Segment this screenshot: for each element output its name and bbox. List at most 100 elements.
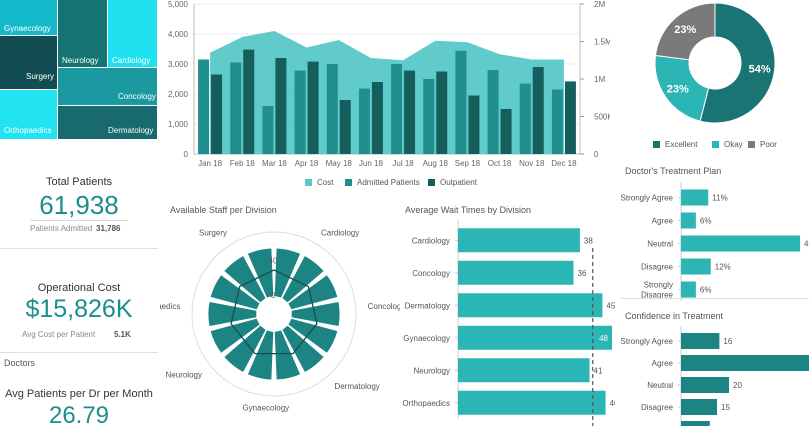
category-label-gynaecology: Gynaecology bbox=[403, 334, 450, 343]
wait-times-chart: Cardiology 38 Concology 36 Dermatology 45 Gyna… bbox=[402, 220, 615, 426]
y2-tick-label: 1M bbox=[594, 75, 605, 84]
polar-segment-surgery bbox=[224, 256, 266, 303]
polar-outer-ring bbox=[191, 231, 357, 397]
value-label-strongly-agree: 11% bbox=[712, 194, 727, 203]
category-label-disagree: Disagree bbox=[641, 403, 674, 412]
polar-segment-orthopaedics bbox=[208, 301, 257, 327]
legend-okay[interactable]: Okay bbox=[712, 140, 743, 149]
donut-label-okay: 23% bbox=[667, 83, 689, 95]
legend-label: Poor bbox=[760, 140, 777, 149]
legend-poor[interactable]: Poor bbox=[748, 140, 777, 149]
outpatient-bar-nov-18 bbox=[532, 67, 544, 154]
admitted-bar-dec-18 bbox=[551, 89, 563, 154]
legend-swatch bbox=[305, 179, 312, 186]
bar-disagree bbox=[681, 399, 717, 415]
polar-label-surgery: Surgery bbox=[199, 229, 227, 238]
x-tick-label: Oct 18 bbox=[488, 159, 512, 168]
kpi-divider bbox=[0, 248, 158, 249]
category-label-neutral: Neutral bbox=[647, 381, 673, 390]
value-label-strongly-disagree: 6% bbox=[700, 286, 712, 295]
outpatient-bar-jan-18 bbox=[211, 74, 223, 154]
treemap-label-surgery: Surgery bbox=[26, 72, 55, 81]
outpatient-bar-feb-18 bbox=[243, 49, 255, 154]
x-tick-label: Jun 18 bbox=[359, 159, 384, 168]
outpatient-bar-aug-18 bbox=[436, 71, 448, 154]
legend-cost[interactable]: Cost bbox=[305, 178, 333, 187]
staff-polar-chart: 40 0 Cardiology Concology Dermatology Gynaeco… bbox=[160, 229, 400, 413]
admitted-bar-jul-18 bbox=[391, 64, 403, 154]
treemap-cell-cardiology[interactable]: Cardiology bbox=[108, 0, 158, 68]
satisfaction-legend: Excellent Okay Poor bbox=[620, 140, 809, 152]
bar-cardiology bbox=[458, 228, 580, 253]
wait-chart-title: Average Wait Times by Division bbox=[405, 205, 532, 215]
y-tick-label: 0 bbox=[184, 150, 189, 159]
outpatient-bar-jun-18 bbox=[371, 82, 383, 154]
patients-admitted-label: Patients Admitted bbox=[30, 224, 93, 233]
legend-label: Cost bbox=[317, 178, 334, 187]
y2-tick-label: 2M bbox=[594, 0, 605, 9]
treemap-label-neurology: Neurology bbox=[62, 56, 99, 65]
avg-patients-title: Avg Patients per Dr per Month bbox=[5, 388, 153, 400]
category-label-neurology: Neurology bbox=[414, 366, 450, 375]
bar-gynaecology bbox=[458, 325, 612, 350]
treemap-label-orthopaedics: Orthopaedics bbox=[4, 126, 52, 135]
admitted-bar-apr-18 bbox=[294, 70, 306, 154]
treemap-cell-orthopaedics[interactable]: Orthopaedics bbox=[0, 90, 58, 140]
y-tick-label: 4,000 bbox=[168, 30, 189, 39]
treemap-cell-surgery[interactable]: Surgery bbox=[0, 36, 58, 90]
value-label-gynaecology: 48 bbox=[599, 334, 608, 343]
treemap-cell-neurology[interactable]: Neurology bbox=[58, 0, 108, 68]
category-label-disagree: Disagree bbox=[641, 263, 674, 272]
polar-segment-surgery bbox=[247, 248, 274, 298]
polar-label-orthopaedics: Orthopaedics bbox=[160, 302, 180, 311]
treemap-label-dermatology: Dermatology bbox=[108, 126, 154, 135]
right-divider bbox=[620, 298, 809, 299]
polar-segment-dermatology bbox=[282, 325, 324, 372]
legend-swatch bbox=[428, 179, 435, 186]
category-label-agree: Agree bbox=[652, 217, 674, 226]
treemap-cell-concology[interactable]: Concology bbox=[58, 68, 158, 106]
monthly-combo-chart: 0 1,000 2,000 3,000 4,000 5,000 0 500K 1M 1.5M 2M J… bbox=[168, 0, 610, 168]
operational-cost-title: Operational Cost bbox=[37, 282, 121, 294]
treemap-cell-gynaecology[interactable]: Gynaecology bbox=[0, 0, 58, 36]
division-treemap[interactable]: Gynaecology Neurology Cardiology Surgery Con… bbox=[0, 0, 158, 140]
legend-outpatient[interactable]: Outpatient bbox=[428, 178, 477, 187]
value-label-neutral: 48% bbox=[804, 240, 809, 249]
x-tick-label: Aug 18 bbox=[423, 159, 449, 168]
x-tick-label: Apr 18 bbox=[295, 159, 319, 168]
outpatient-bar-oct-18 bbox=[500, 109, 512, 154]
admitted-bar-feb-18 bbox=[230, 62, 242, 154]
category-label-cardiology: Cardiology bbox=[412, 236, 450, 245]
polar-segment-dermatology bbox=[288, 318, 338, 353]
admitted-bar-may-18 bbox=[326, 64, 338, 154]
doctors-kpi: Doctors Avg Patients per Dr per Month 26… bbox=[0, 354, 158, 426]
bar-neutral bbox=[681, 235, 801, 252]
legend-admitted-patients[interactable]: Admitted Patients bbox=[345, 178, 420, 187]
outpatient-bar-apr-18 bbox=[307, 61, 319, 154]
avg-patients-value: 26.79 bbox=[48, 402, 110, 426]
confidence-chart: Strongly Agree 16 Agree Neutral 20 Disagree 15… bbox=[615, 326, 809, 426]
polar-label-concology: Concology bbox=[368, 302, 400, 311]
x-tick-label: Feb 18 bbox=[230, 159, 255, 168]
polar-segment-orthopaedics bbox=[210, 275, 260, 310]
bar-strongly-disagree bbox=[681, 421, 710, 426]
x-tick-label: Jul 18 bbox=[392, 159, 414, 168]
donut-slice-poor bbox=[654, 2, 716, 61]
treatment-chart-title: Doctor's Treatment Plan bbox=[625, 166, 722, 176]
admitted-bar-sep-18 bbox=[455, 50, 467, 154]
treatment-plan-chart: Strongly Agree 11% Agree 6% Neutral 48% Disagr… bbox=[621, 182, 809, 301]
treemap-cell-dermatology[interactable]: Dermatology bbox=[58, 106, 158, 140]
bar-disagree bbox=[681, 258, 711, 275]
value-label-concology: 36 bbox=[578, 269, 587, 278]
treemap-label-concology: Concology bbox=[118, 92, 156, 101]
legend-label: Okay bbox=[724, 140, 743, 149]
legend-excellent[interactable]: Excellent bbox=[653, 140, 697, 149]
y-tick-label: 5,000 bbox=[168, 0, 189, 9]
outpatient-bar-sep-18 bbox=[468, 95, 480, 154]
polar-segment-cardiology bbox=[282, 256, 324, 303]
polar-segment-gynaecology bbox=[274, 330, 301, 380]
value-label-cardiology: 38 bbox=[584, 236, 593, 245]
bar-strongly-agree bbox=[681, 333, 720, 349]
doctors-section-label: Doctors bbox=[4, 358, 36, 368]
category-label-strongly-disagree-2: Disagree bbox=[641, 291, 674, 300]
